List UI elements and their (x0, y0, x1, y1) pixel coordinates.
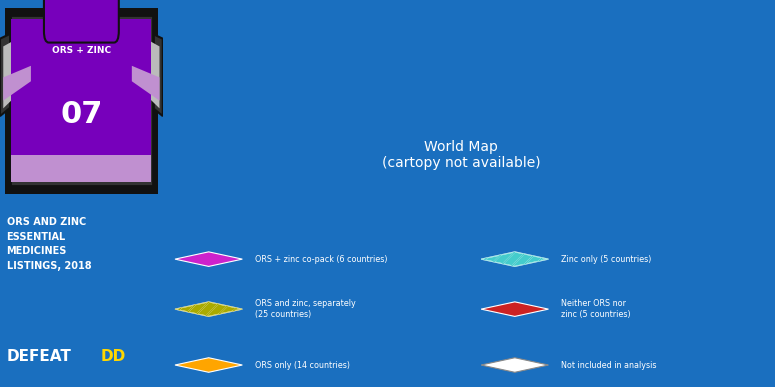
FancyBboxPatch shape (44, 0, 119, 43)
Polygon shape (481, 302, 549, 317)
Polygon shape (175, 252, 243, 266)
Polygon shape (0, 23, 33, 116)
Polygon shape (3, 66, 31, 101)
FancyBboxPatch shape (12, 155, 151, 182)
Polygon shape (130, 23, 163, 116)
Text: ORS + ZINC: ORS + ZINC (52, 46, 111, 55)
Polygon shape (132, 66, 160, 101)
Text: ORS AND ZINC
ESSENTIAL
MEDICINES
LISTINGS, 2018: ORS AND ZINC ESSENTIAL MEDICINES LISTING… (6, 217, 91, 271)
Text: Zinc only (5 countries): Zinc only (5 countries) (561, 255, 651, 264)
FancyBboxPatch shape (10, 15, 153, 186)
FancyBboxPatch shape (12, 19, 151, 182)
Text: ORS + zinc co-pack (6 countries): ORS + zinc co-pack (6 countries) (254, 255, 387, 264)
Polygon shape (481, 358, 549, 372)
Text: Neither ORS nor
zinc (5 countries): Neither ORS nor zinc (5 countries) (561, 300, 630, 319)
Text: 07: 07 (60, 100, 102, 129)
Text: Not included in analysis: Not included in analysis (561, 361, 656, 370)
Polygon shape (175, 358, 243, 372)
Polygon shape (132, 31, 160, 108)
Text: ORS only (14 countries): ORS only (14 countries) (254, 361, 350, 370)
Polygon shape (175, 302, 243, 317)
Text: DEFEAT: DEFEAT (6, 349, 71, 364)
Text: World Map
(cartopy not available): World Map (cartopy not available) (382, 140, 540, 170)
Text: DD: DD (101, 349, 126, 364)
Polygon shape (3, 31, 31, 108)
Polygon shape (481, 252, 549, 266)
Polygon shape (5, 8, 158, 194)
Text: ORS and zinc, separately
(25 countries): ORS and zinc, separately (25 countries) (254, 300, 355, 319)
